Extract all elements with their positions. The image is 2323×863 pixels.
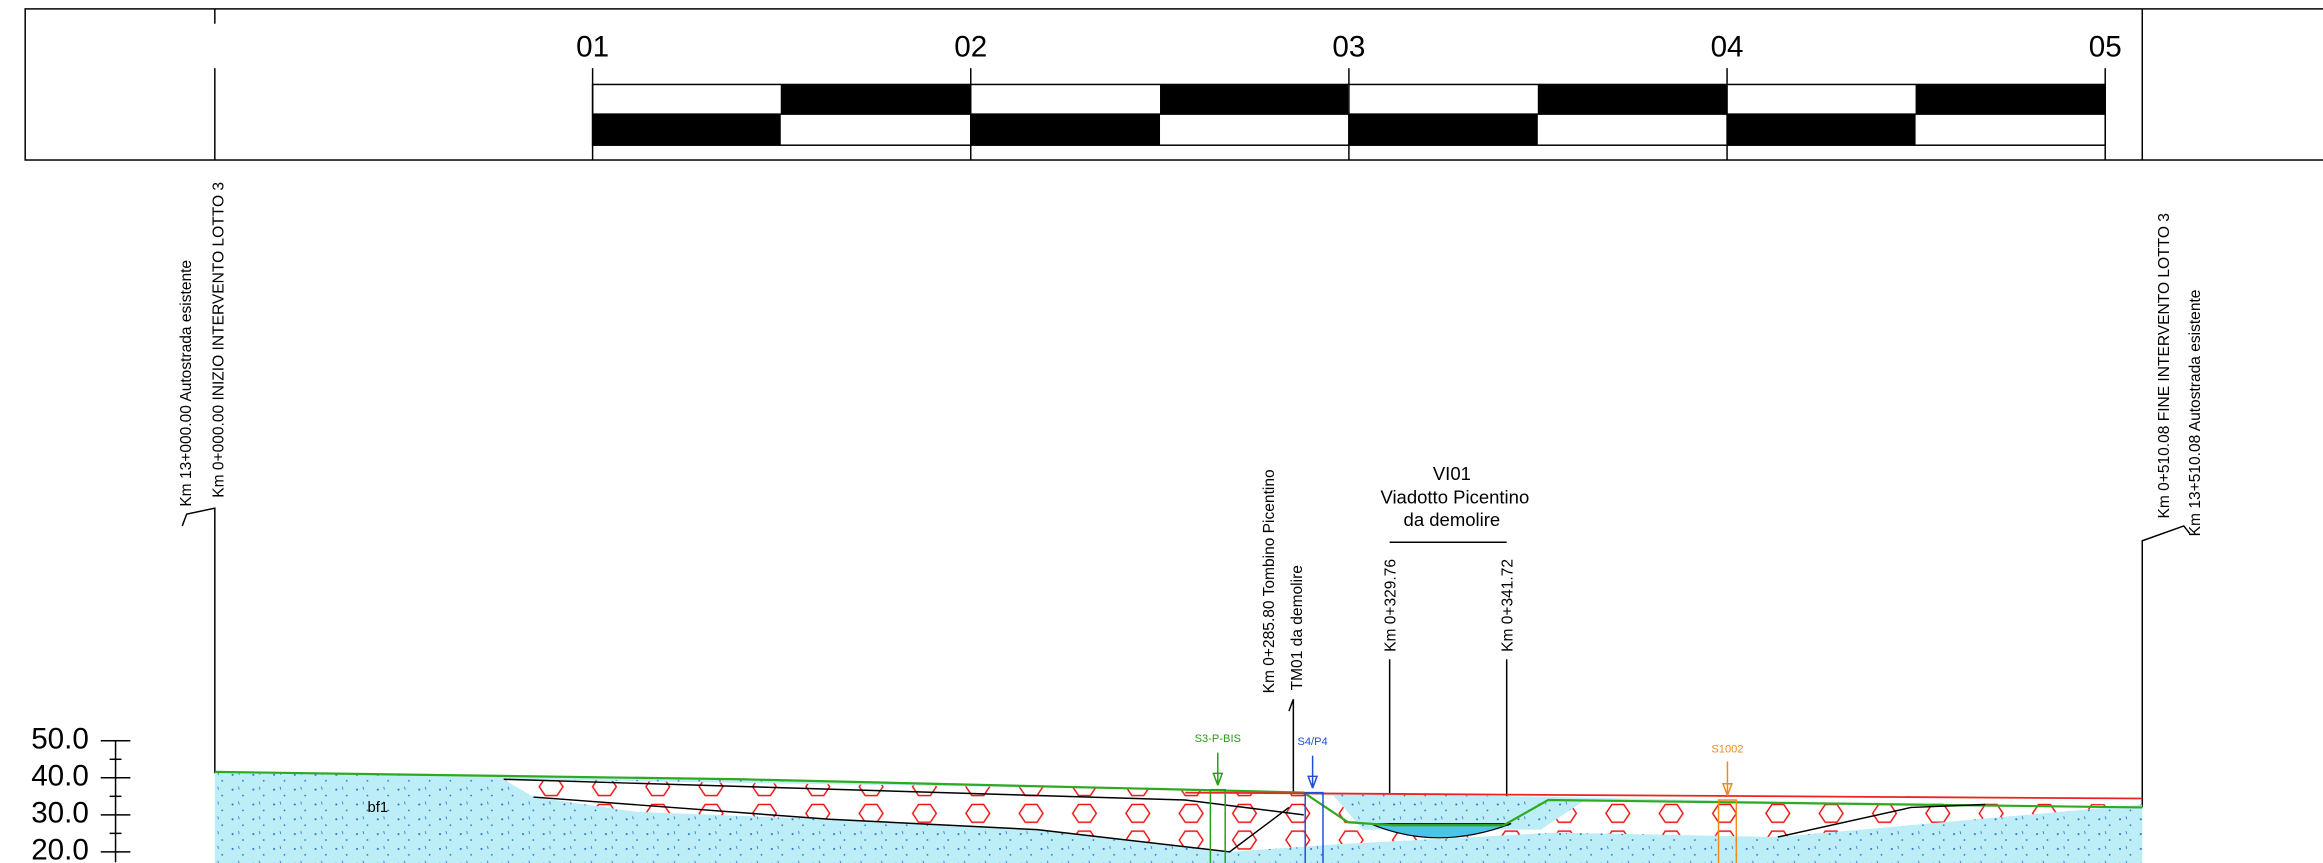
scale-block — [1537, 84, 1728, 115]
borehole-label: S1002 — [1711, 744, 1743, 756]
annotation: Km 0+285.80 Tombino Picentino — [1261, 469, 1278, 693]
viaduct-note: da demolire — [1404, 509, 1501, 530]
river — [1370, 823, 1512, 839]
annotation: Km 0+329.76 — [1383, 559, 1400, 652]
scale-bar — [591, 68, 2106, 161]
scale-block — [1915, 84, 2106, 115]
scale-frame — [24, 8, 2323, 161]
viaduct-name: Viadotto Picentino — [1380, 487, 1529, 508]
scale-label: 05 — [2089, 30, 2122, 63]
annotation: Km 0+510.08 FINE INTERVENTO LOTTO 3 — [2156, 213, 2173, 518]
borehole — [1717, 799, 1738, 863]
borehole-marker — [1721, 761, 1733, 796]
leader — [1288, 699, 1295, 796]
contact — [533, 796, 1290, 853]
ground-line — [214, 770, 2143, 827]
scale-block — [970, 114, 1161, 146]
borehole-label: S4/P4 — [1297, 736, 1327, 748]
scale-block — [1727, 114, 1916, 146]
road-line — [1185, 791, 2143, 800]
elevation-label: 30.0 — [31, 797, 89, 830]
annotation: Km 13+510.08 Autostrada esistente — [2187, 290, 2204, 537]
elevation-label: 50.0 — [31, 723, 89, 756]
scale-label: 03 — [1332, 30, 1365, 63]
leader — [2141, 525, 2191, 808]
contact — [503, 778, 1304, 816]
borehole-marker — [1212, 752, 1224, 786]
borehole — [1209, 788, 1226, 863]
elevation-ticks: 50.0 40.0 30.0 20.0 — [31, 723, 131, 863]
scale-block — [1348, 114, 1538, 146]
scale-block — [592, 114, 781, 146]
viaduct-code: VI01 — [1433, 463, 1471, 484]
borehole-label: S3-P-BIS — [1195, 733, 1241, 745]
scale-block — [1160, 84, 1349, 115]
contact — [1777, 803, 1986, 838]
elevation-label: 40.0 — [31, 760, 89, 793]
annotation: Km 13+000.00 Autostrada esistente — [178, 260, 195, 507]
layer-label: bf1 — [367, 800, 388, 816]
borehole — [1304, 791, 1324, 863]
scale-label: 04 — [1711, 30, 1744, 63]
leader — [181, 507, 216, 774]
elevation-label: 20.0 — [31, 834, 89, 863]
scale-label: 01 — [576, 30, 609, 63]
annotation: Km 0+341.72 — [1500, 559, 1517, 652]
annotation: Km 0+000.00 INIZIO INTERVENTO LOTTO 3 — [211, 182, 228, 498]
borehole-marker — [1307, 755, 1319, 789]
annotation: TM01 da demolire — [1289, 565, 1306, 690]
scale-block — [780, 84, 971, 115]
scale-label: 02 — [954, 30, 987, 63]
